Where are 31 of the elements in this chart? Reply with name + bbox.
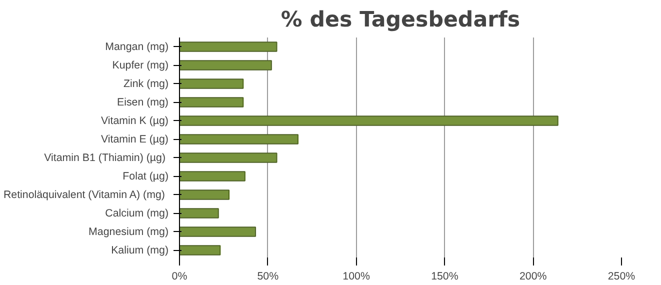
bar <box>180 116 558 126</box>
x-tick-label: 250% <box>608 270 636 282</box>
y-tick-label: Vitamin K (µg) <box>100 114 169 127</box>
y-tick-label: Vitamin E (µg) <box>100 133 169 146</box>
y-tick-label: Folat (µg) <box>122 170 169 182</box>
chart-title: % des Tagesbedarfs <box>280 8 520 32</box>
bar <box>180 208 219 218</box>
x-tick-label: 50% <box>257 270 280 282</box>
bar <box>180 134 298 144</box>
bar <box>180 97 244 108</box>
bar <box>180 245 221 256</box>
x-tick-label: 0% <box>172 270 188 282</box>
bar <box>180 171 246 182</box>
x-tick-label: 100% <box>342 270 370 282</box>
bar <box>180 226 256 237</box>
bar <box>180 60 272 70</box>
y-tick-label: Zink (mg) <box>124 78 169 90</box>
y-tick-label: Kupfer (mg) <box>112 59 169 72</box>
bar <box>180 152 278 163</box>
y-tick-label: Magnesium (mg) <box>88 226 169 238</box>
x-tick-label: 150% <box>431 270 459 282</box>
y-tick-label: Vitamin B1 (Thiamin) (µg) <box>44 152 166 164</box>
bar <box>180 78 244 89</box>
y-tick-label: Retinoläquivalent (Vitamin A) (mg) <box>3 188 165 201</box>
y-tick-label: Kalium (mg) <box>111 244 169 256</box>
y-tick-label: Calcium (mg) <box>105 207 169 220</box>
x-tick-label: 200% <box>519 270 548 282</box>
bar <box>180 42 278 52</box>
bar <box>180 190 230 200</box>
y-tick-label: Eisen (mg) <box>116 96 169 108</box>
y-tick-label: Mangan (mg) <box>105 40 169 53</box>
